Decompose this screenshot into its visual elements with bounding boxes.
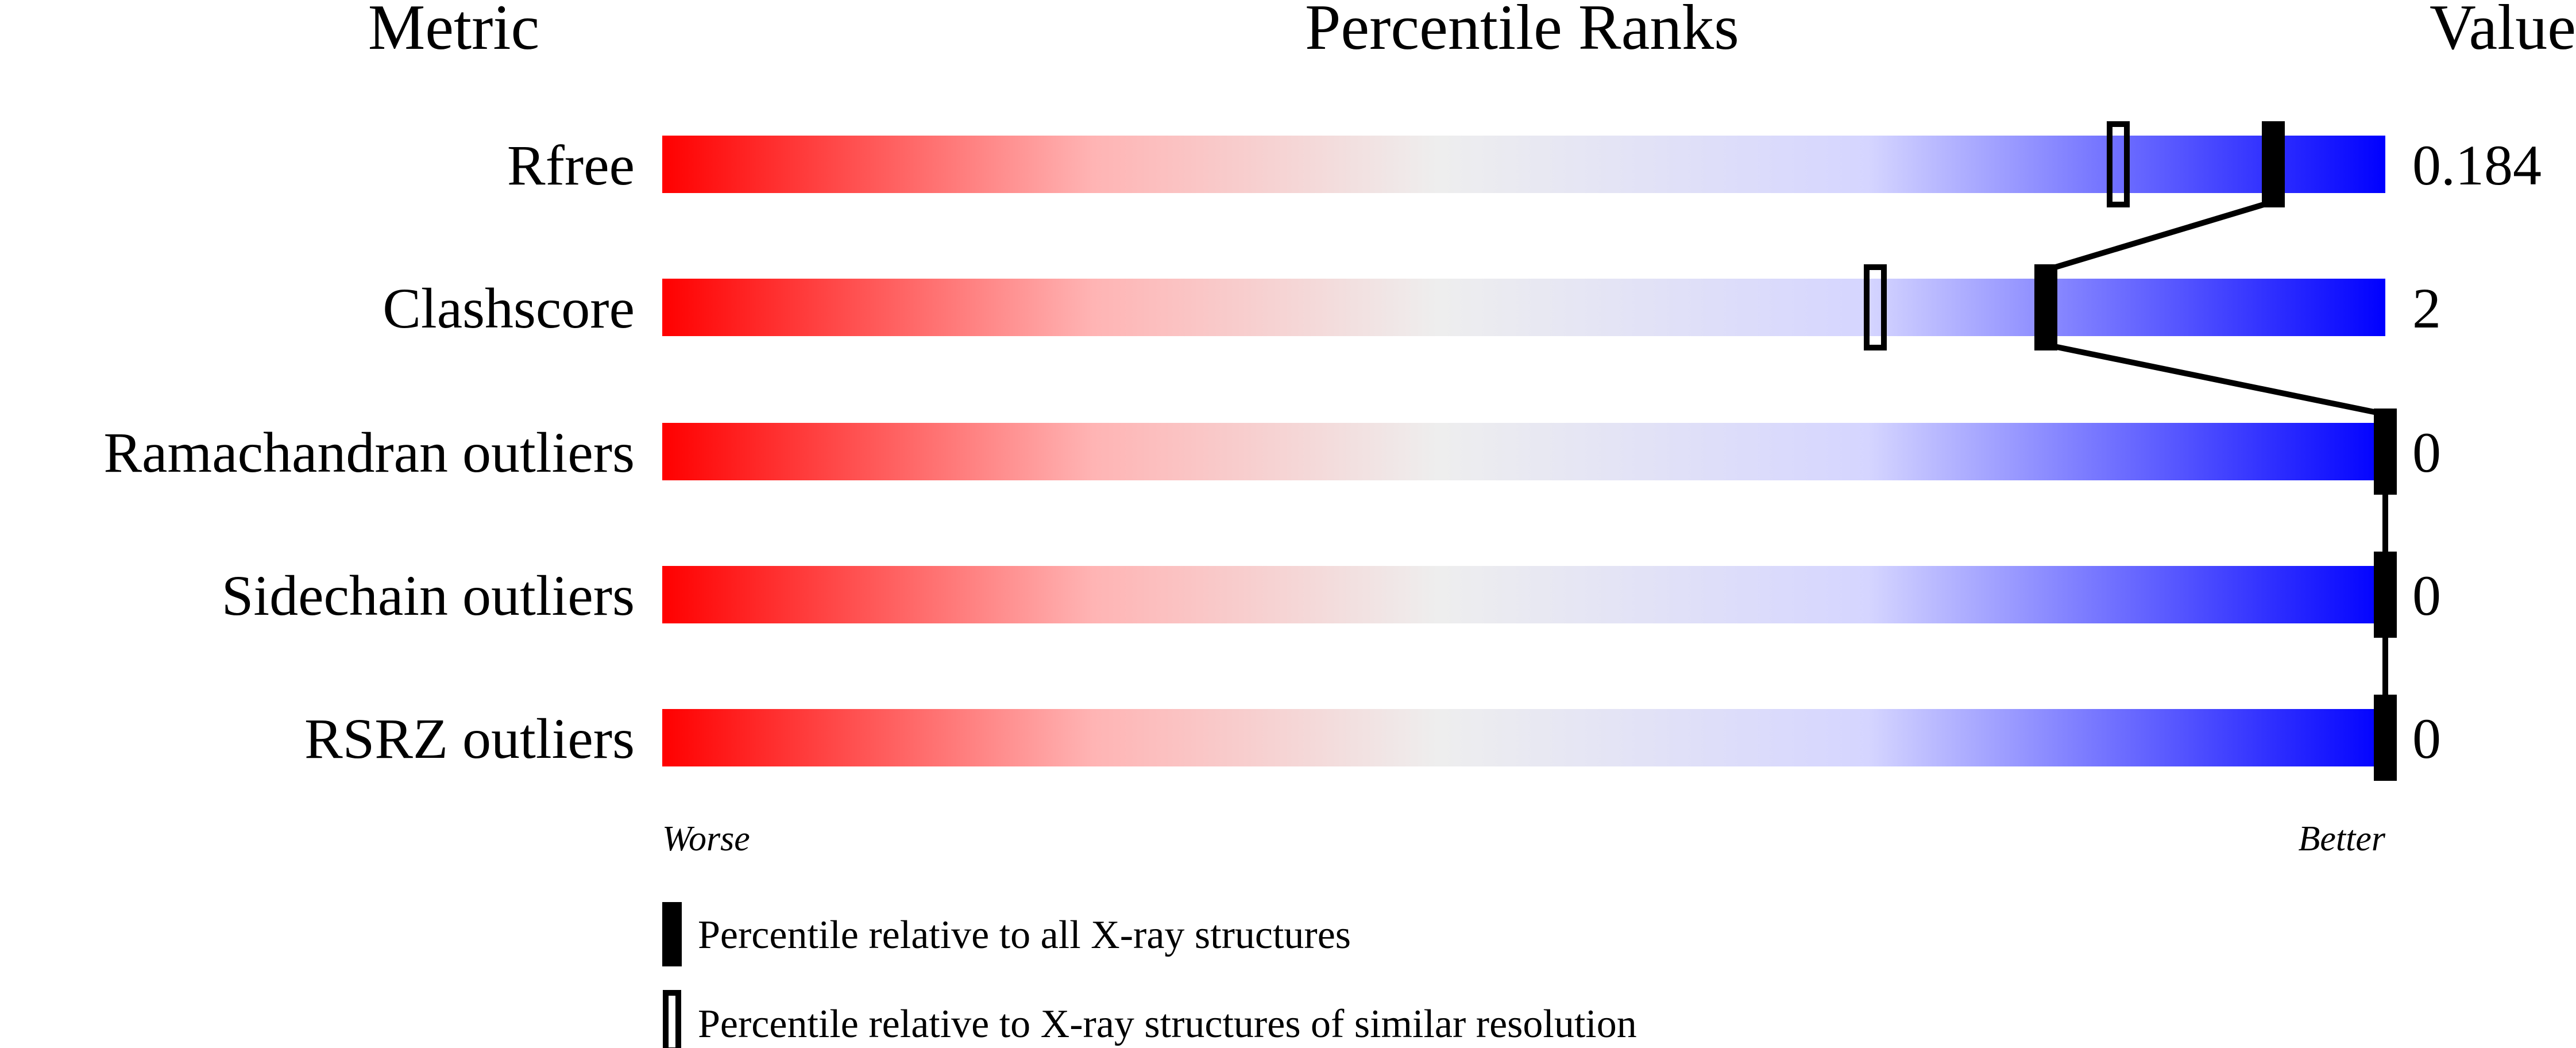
metric-value: 2: [2412, 276, 2441, 340]
marker-similar-resolution: [1864, 264, 1887, 350]
legend-open-marker: [663, 990, 681, 1048]
header-value: Value: [2430, 0, 2576, 63]
legend-filled-marker: [662, 902, 682, 966]
axis-label-worse: Worse: [662, 819, 750, 858]
connector-line: [2045, 199, 2274, 273]
legend-label-similar: Percentile relative to X-ray structures …: [698, 1002, 1637, 1046]
header-metric: Metric: [368, 0, 540, 63]
marker-all-structures: [2034, 264, 2057, 350]
metric-label: Rfree: [507, 133, 635, 197]
connector-line: [2045, 342, 2386, 417]
percentile-bar: [662, 566, 2385, 623]
metric-value: 0: [2412, 707, 2441, 770]
metric-value: 0.184: [2412, 133, 2542, 197]
marker-all-structures: [2262, 121, 2285, 207]
marker-all-structures: [2374, 552, 2397, 638]
axis-label-better: Better: [2299, 819, 2386, 858]
metric-label: RSRZ outliers: [304, 707, 635, 770]
percentile-bar: [662, 709, 2385, 766]
percentile-bar: [662, 279, 2385, 336]
metric-value: 0: [2412, 564, 2441, 627]
percentile-bar: [662, 136, 2385, 193]
marker-similar-resolution: [2107, 121, 2130, 207]
metric-label: Ramachandran outliers: [103, 421, 635, 484]
marker-all-structures: [2374, 409, 2397, 495]
metric-value: 0: [2412, 421, 2441, 484]
metric-label: Clashscore: [383, 276, 635, 340]
percentile-bar: [662, 423, 2385, 480]
metric-label: Sidechain outliers: [222, 564, 635, 627]
marker-all-structures: [2374, 695, 2397, 781]
header-percentile-ranks: Percentile Ranks: [1305, 0, 1739, 63]
legend-label-all: Percentile relative to all X-ray structu…: [698, 913, 1351, 957]
